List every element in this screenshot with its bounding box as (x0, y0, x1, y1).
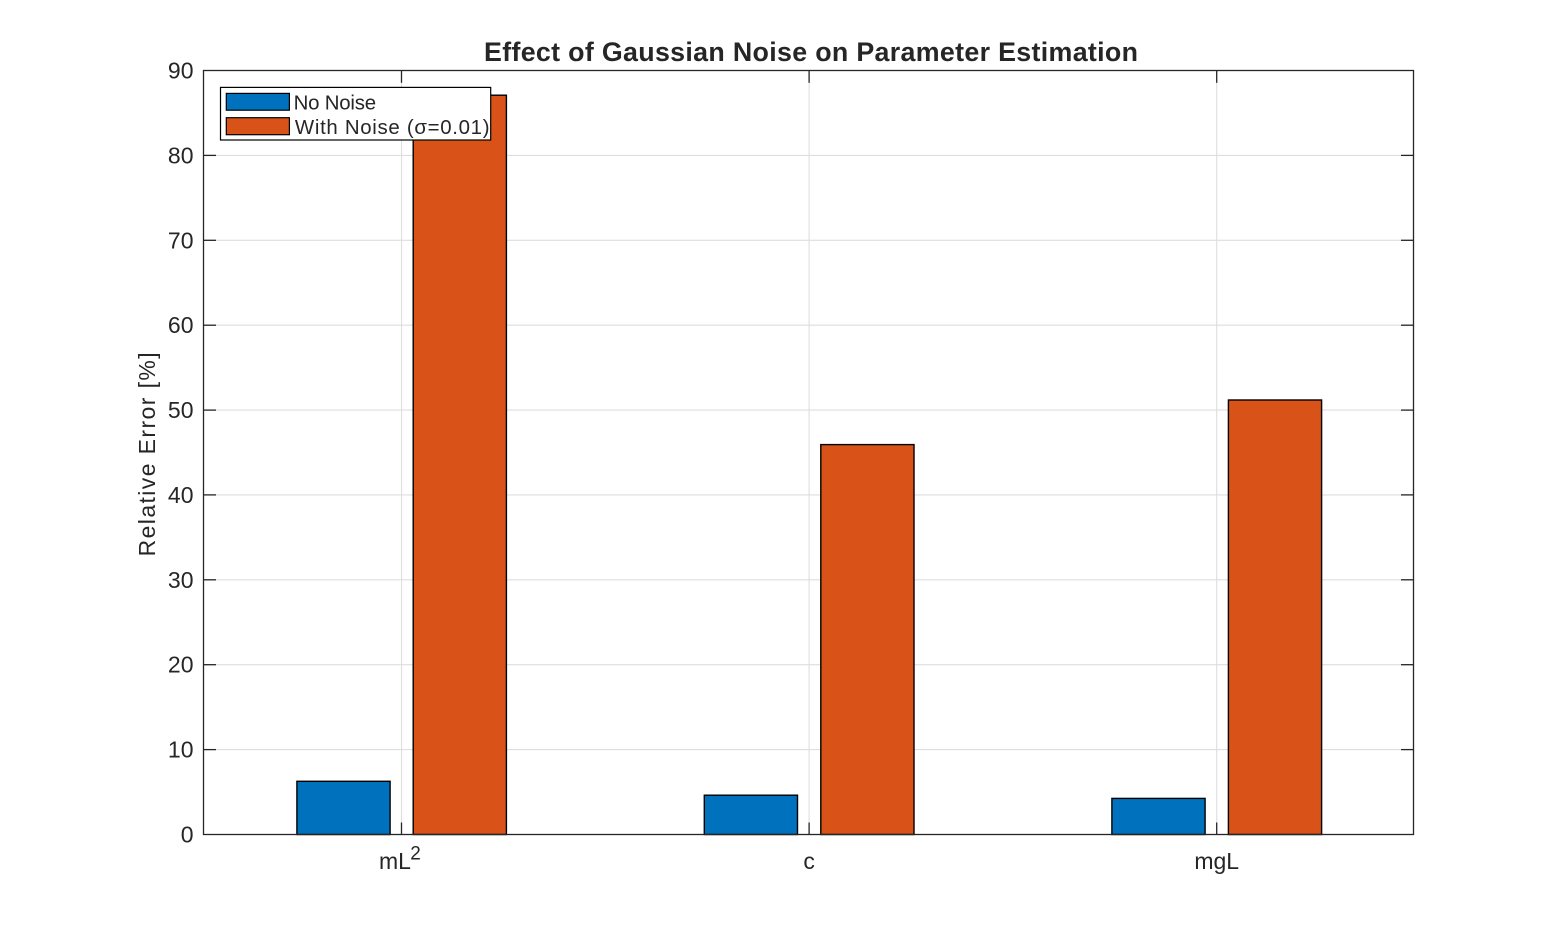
svg-text:90: 90 (168, 58, 194, 84)
svg-text:10: 10 (168, 737, 194, 763)
svg-text:Effect of Gaussian Noise on Pa: Effect of Gaussian Noise on Parameter Es… (484, 37, 1138, 67)
svg-text:40: 40 (168, 482, 194, 508)
svg-text:2: 2 (410, 843, 421, 864)
svg-text:80: 80 (168, 142, 194, 168)
svg-text:30: 30 (168, 567, 194, 593)
svg-text:0: 0 (181, 822, 194, 848)
svg-text:20: 20 (168, 652, 194, 678)
svg-text:60: 60 (168, 312, 194, 338)
svg-text:mL: mL (379, 848, 411, 874)
svg-text:mgL: mgL (1194, 848, 1239, 874)
svg-text:70: 70 (168, 227, 194, 253)
svg-text:c: c (803, 848, 815, 874)
svg-text:50: 50 (168, 397, 194, 423)
svg-text:Relative Error [%]: Relative Error [%] (134, 352, 160, 556)
svg-text:No Noise: No Noise (294, 93, 377, 115)
svg-text:With Noise (σ=0.01): With Noise (σ=0.01) (295, 117, 490, 139)
